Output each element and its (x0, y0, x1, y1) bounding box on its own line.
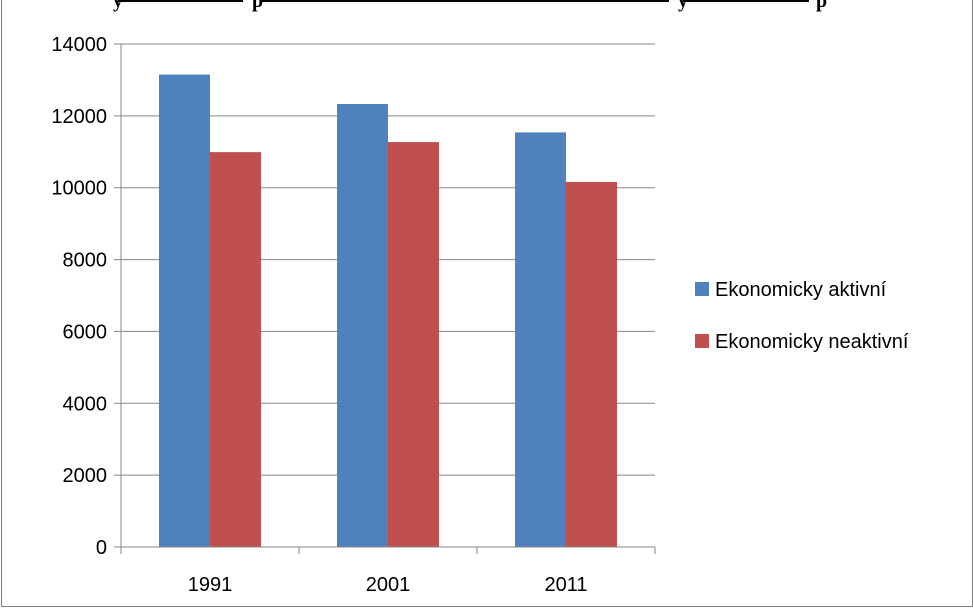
y-tick-label: 0 (96, 537, 107, 559)
y-tick-label: 6000 (63, 321, 108, 343)
bar-1991-series-1 (210, 152, 261, 547)
legend: Ekonomicky aktivní Ekonomicky neaktivní (695, 279, 909, 353)
bar-2011-series-1 (566, 181, 617, 548)
y-tick-label: 4000 (63, 393, 108, 415)
y-tick-label: 8000 (63, 250, 108, 272)
y-tick-label: 2000 (63, 465, 108, 487)
title-fragment-3: p (816, 0, 827, 12)
legend-swatch-1 (695, 334, 709, 348)
bar-2011-series-0 (515, 132, 566, 548)
x-tick-label: 2001 (366, 574, 411, 596)
title-fragment-0: y (113, 0, 123, 12)
title-fragment-2: y (678, 0, 688, 12)
bar-2001-series-1 (388, 142, 439, 547)
legend-label-1: Ekonomicky neaktivní (715, 331, 909, 353)
legend-label-0: Ekonomicky aktivní (715, 279, 887, 301)
legend-swatch-0 (695, 282, 709, 296)
x-tick-label: 2011 (544, 574, 587, 596)
y-tick-label: 14000 (51, 34, 107, 56)
axes: 0 2000 4000 6000 8000 10000 12000 14000 1991 2001… (51, 34, 656, 596)
title-fragment-1: p (252, 0, 263, 12)
x-tick-label: 1991 (188, 574, 233, 596)
bars (159, 74, 617, 548)
bar-2001-series-0 (337, 104, 388, 547)
bar-1991-series-0 (159, 74, 210, 548)
y-tick-label: 10000 (51, 178, 107, 200)
y-tick-label: 12000 (51, 106, 107, 128)
